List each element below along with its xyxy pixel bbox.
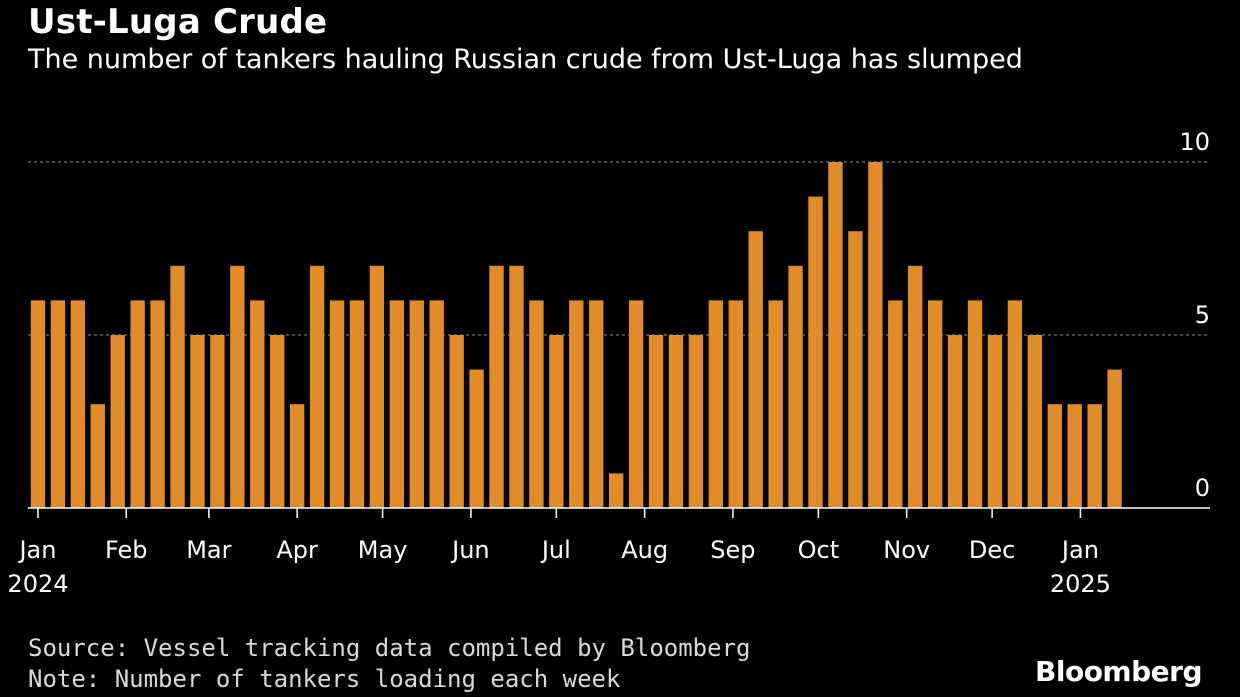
bar <box>270 335 285 508</box>
gridlines <box>28 161 1210 336</box>
bar <box>90 404 105 508</box>
x-axis: Jan 2024 Feb Mar Apr May Jun Jul Aug Sep Oct Nov Dec… <box>7 507 1210 598</box>
y-axis: 0 5 10 <box>1179 128 1210 502</box>
x-tick-label: Mar <box>186 536 231 564</box>
bar <box>569 300 584 508</box>
bar <box>927 300 943 508</box>
bar <box>489 265 504 508</box>
bar <box>329 300 345 508</box>
x-tick-label: May <box>358 536 408 564</box>
bar <box>788 265 803 508</box>
bar <box>170 265 185 508</box>
bar <box>708 300 724 508</box>
bar <box>1087 404 1102 508</box>
x-tick-year-label: 2024 <box>7 570 68 598</box>
bar <box>230 265 245 508</box>
bar <box>828 162 843 508</box>
y-tick-label: 5 <box>1195 301 1210 329</box>
x-tick-label: Apr <box>276 536 318 564</box>
bar <box>449 335 464 508</box>
bar <box>70 300 86 508</box>
footnote: Note: Number of tankers loading each wee… <box>28 665 621 693</box>
bar <box>868 162 883 508</box>
y-tick-label: 10 <box>1179 128 1210 156</box>
bar <box>250 300 265 508</box>
bar <box>549 335 564 508</box>
x-tick-label: Aug <box>621 536 668 564</box>
bar <box>1007 300 1023 508</box>
bar <box>429 300 444 508</box>
x-tick-label: Jan <box>17 536 56 564</box>
source-note: Source: Vessel tracking data compiled by… <box>28 634 751 662</box>
bar <box>469 369 484 508</box>
bar <box>409 300 424 508</box>
bar <box>1027 335 1043 508</box>
bar <box>888 300 903 508</box>
x-tick-label: Oct <box>798 536 840 564</box>
bar <box>50 300 66 508</box>
bar <box>309 265 325 508</box>
bar <box>130 300 145 508</box>
x-tick-label: Jun <box>450 536 490 564</box>
bar <box>908 265 923 508</box>
bar <box>628 300 644 508</box>
bar <box>768 300 783 508</box>
bar <box>210 335 225 508</box>
bar <box>608 473 624 508</box>
bar <box>848 231 863 508</box>
bar <box>509 265 524 508</box>
x-tick-label: Feb <box>105 536 148 564</box>
bar <box>110 335 125 508</box>
bar <box>947 335 963 508</box>
x-tick-label: Sep <box>710 536 755 564</box>
chart-subtitle: The number of tankers hauling Russian cr… <box>28 44 1023 75</box>
bloomberg-logo: Bloomberg <box>1035 655 1202 688</box>
bar <box>589 300 604 508</box>
bar <box>369 265 385 508</box>
bar <box>808 196 823 508</box>
bar <box>349 300 365 508</box>
bar-series <box>30 162 1122 508</box>
x-tick-label: Jan <box>1060 536 1099 564</box>
bar <box>150 300 165 508</box>
bar <box>648 335 664 508</box>
x-tick-year-label: 2025 <box>1050 570 1111 598</box>
bar <box>1047 404 1062 508</box>
bar <box>748 231 763 508</box>
bar <box>30 300 46 508</box>
bar <box>668 335 684 508</box>
bar <box>1107 369 1122 508</box>
x-tick-label: Dec <box>969 536 1015 564</box>
bar <box>688 335 704 508</box>
bar <box>1067 404 1082 508</box>
bar <box>987 335 1003 508</box>
bar <box>389 300 405 508</box>
x-tick-label: Nov <box>883 536 930 564</box>
bar <box>190 335 205 508</box>
bar <box>967 300 983 508</box>
bar <box>529 300 544 508</box>
chart-title: Ust-Luga Crude <box>28 2 328 42</box>
y-tick-label: 0 <box>1195 474 1210 502</box>
bar <box>728 300 743 508</box>
bar <box>289 404 305 508</box>
x-tick-label: Jul <box>540 536 571 564</box>
